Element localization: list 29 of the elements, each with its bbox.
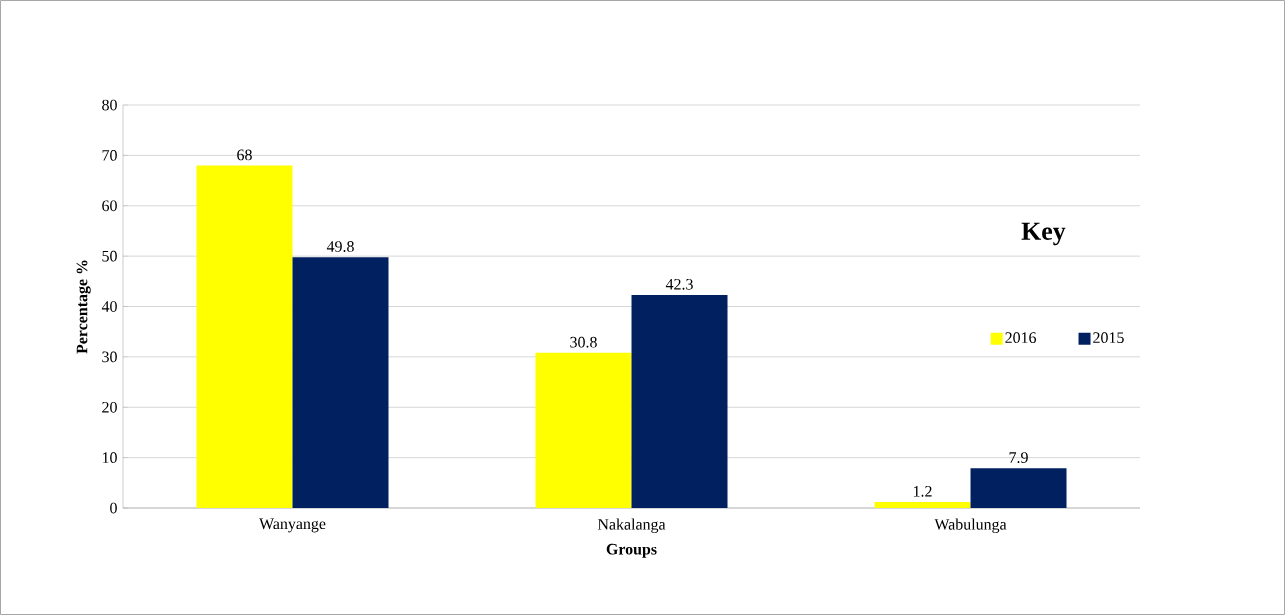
legend-label: 2016 <box>1005 332 1037 343</box>
y-tick-label: 70 <box>102 150 117 161</box>
x-tick-label: Wabulunga <box>934 518 1007 534</box>
y-tick-label: 50 <box>102 250 117 262</box>
bar <box>535 352 632 508</box>
y-tick-label: 0 <box>110 502 117 514</box>
data-label: 68 <box>237 149 252 161</box>
data-label: 42.3 <box>665 278 693 290</box>
y-tick-label: 60 <box>102 200 117 212</box>
data-label: 7.9 <box>1009 452 1028 463</box>
legend-title: Key <box>1021 222 1066 246</box>
y-tick-label: 10 <box>102 452 117 463</box>
x-axis-title: Groups <box>606 543 657 558</box>
y-tick-label: 20 <box>102 401 117 413</box>
legend-label: 2015 <box>1093 332 1124 343</box>
x-tick-label: Wanyange <box>259 518 326 533</box>
bar <box>292 257 389 508</box>
y-axis-title: Percentage % <box>76 260 91 354</box>
x-tick-label: Nakalanga <box>597 518 666 534</box>
bar <box>970 468 1067 508</box>
y-tick-label: 80 <box>102 99 117 111</box>
data-label: 1.2 <box>913 485 932 497</box>
bar <box>631 294 728 508</box>
data-label: 30.8 <box>570 336 597 348</box>
bar <box>196 165 293 508</box>
data-label: 49.8 <box>326 241 354 252</box>
y-tick-label: 30 <box>102 351 117 363</box>
y-tick-label: 40 <box>101 301 117 312</box>
bar <box>874 501 971 508</box>
